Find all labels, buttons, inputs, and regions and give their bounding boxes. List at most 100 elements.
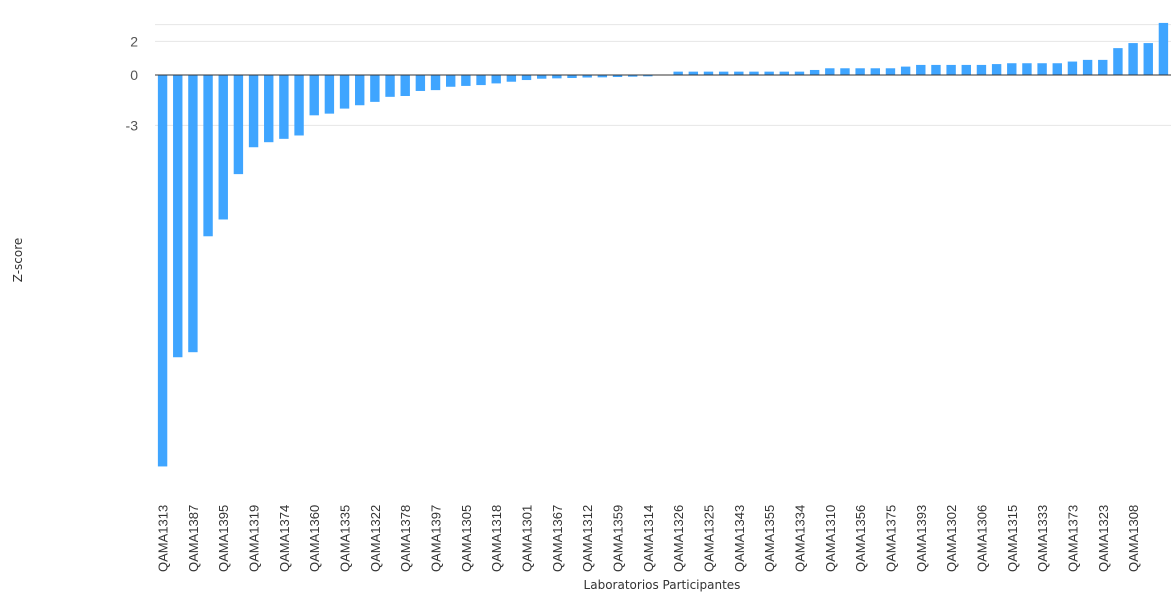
x-tick-label: QAMA1319 (247, 505, 262, 572)
bar[interactable] (749, 71, 759, 75)
bar[interactable] (1143, 43, 1153, 75)
bar[interactable] (536, 75, 547, 79)
y-tick-label: 0 (130, 67, 138, 83)
bar[interactable] (703, 71, 714, 75)
bar[interactable] (339, 75, 350, 109)
bar[interactable] (461, 75, 471, 86)
bar[interactable] (279, 75, 289, 139)
x-tick-label: QAMA1374 (277, 505, 292, 572)
bar[interactable] (1113, 48, 1123, 75)
bar[interactable] (1052, 63, 1062, 75)
x-tick-label: QAMA1335 (338, 505, 353, 572)
x-tick-label: QAMA1359 (611, 505, 626, 572)
y-tick-label: -3 (126, 117, 139, 133)
bar[interactable] (309, 75, 319, 116)
bar[interactable] (294, 75, 304, 136)
bar[interactable] (400, 75, 410, 96)
x-tick-label: QAMA1318 (489, 505, 504, 572)
bar[interactable] (1007, 63, 1017, 75)
bar[interactable] (1082, 59, 1093, 75)
bar[interactable] (370, 75, 380, 102)
bar[interactable] (855, 68, 865, 75)
bar[interactable] (506, 75, 517, 82)
bar[interactable] (779, 71, 790, 75)
bar[interactable] (582, 75, 592, 78)
bar[interactable] (688, 71, 699, 75)
bar[interactable] (1158, 22, 1169, 76)
x-tick-label: QAMA1305 (459, 505, 474, 572)
bar[interactable] (976, 64, 987, 75)
x-tick-label: QAMA1313 (156, 505, 171, 572)
y-axis-title: Z-score (11, 238, 25, 283)
bar[interactable] (385, 75, 395, 97)
x-tick-label: QAMA1325 (701, 505, 716, 572)
tick-labels: 2 0 -3 QAMA1313 QAMA1387 QAMA1395 QAMA1319 QAMA… (126, 33, 1142, 572)
x-tick-label: QAMA1343 (732, 505, 747, 572)
bar[interactable] (324, 75, 335, 114)
bar[interactable] (248, 75, 259, 148)
bar[interactable] (264, 75, 274, 143)
x-tick-label: QAMA1356 (853, 505, 868, 572)
bar[interactable] (870, 68, 880, 75)
bar[interactable] (491, 75, 501, 84)
x-tick-label: QAMA1367 (550, 505, 565, 572)
x-tick-label: QAMA1395 (216, 505, 231, 572)
bar[interactable] (476, 75, 486, 86)
bar[interactable] (446, 75, 456, 87)
bar[interactable] (961, 64, 971, 75)
bar[interactable] (794, 71, 805, 75)
bars (157, 22, 1169, 467)
bar[interactable] (840, 68, 850, 75)
x-tick-label: QAMA1360 (307, 505, 322, 572)
x-tick-label: QAMA1308 (1126, 505, 1141, 572)
x-tick-label: QAMA1312 (580, 505, 595, 572)
x-tick-label: QAMA1334 (792, 505, 807, 572)
bar[interactable] (718, 71, 729, 75)
x-tick-label: QAMA1301 (520, 505, 535, 572)
bar[interactable] (355, 75, 365, 106)
x-tick-label: QAMA1373 (1065, 505, 1080, 572)
bar[interactable] (764, 71, 774, 75)
bar[interactable] (233, 75, 244, 175)
bar[interactable] (931, 64, 941, 75)
x-tick-label: QAMA1310 (823, 505, 838, 572)
bar[interactable] (430, 75, 441, 91)
bar[interactable] (809, 69, 820, 75)
bar[interactable] (567, 75, 577, 79)
bar[interactable] (218, 75, 228, 220)
bar[interactable] (673, 71, 683, 75)
bar[interactable] (885, 68, 896, 75)
bar[interactable] (612, 75, 623, 78)
x-tick-label: QAMA1315 (1005, 505, 1020, 572)
bar[interactable] (521, 75, 532, 81)
bar[interactable] (188, 75, 198, 353)
bar[interactable] (946, 64, 956, 75)
x-tick-label: QAMA1387 (186, 505, 201, 572)
bar[interactable] (1037, 63, 1047, 75)
x-tick-label: QAMA1323 (1096, 505, 1111, 572)
x-tick-label: QAMA1333 (1035, 505, 1050, 572)
bar[interactable] (1022, 63, 1032, 75)
bar[interactable] (734, 71, 744, 75)
bar[interactable] (627, 75, 638, 77)
bar[interactable] (1067, 61, 1078, 75)
bar[interactable] (825, 68, 835, 75)
bar[interactable] (900, 66, 911, 75)
x-tick-label: QAMA1326 (671, 505, 686, 572)
bar[interactable] (203, 75, 213, 237)
bar[interactable] (991, 64, 1002, 75)
bar[interactable] (643, 75, 653, 77)
bar[interactable] (415, 75, 426, 91)
x-tick-label: QAMA1378 (398, 505, 413, 572)
bar[interactable] (1098, 59, 1108, 75)
x-axis-title: Laboratorios Participantes (584, 578, 741, 592)
bar[interactable] (1128, 43, 1138, 75)
bar[interactable] (916, 64, 926, 75)
bar[interactable] (173, 75, 183, 358)
bar[interactable] (597, 75, 608, 78)
bar[interactable] (552, 75, 562, 79)
x-tick-label: QAMA1306 (974, 505, 989, 572)
bar[interactable] (157, 75, 168, 467)
